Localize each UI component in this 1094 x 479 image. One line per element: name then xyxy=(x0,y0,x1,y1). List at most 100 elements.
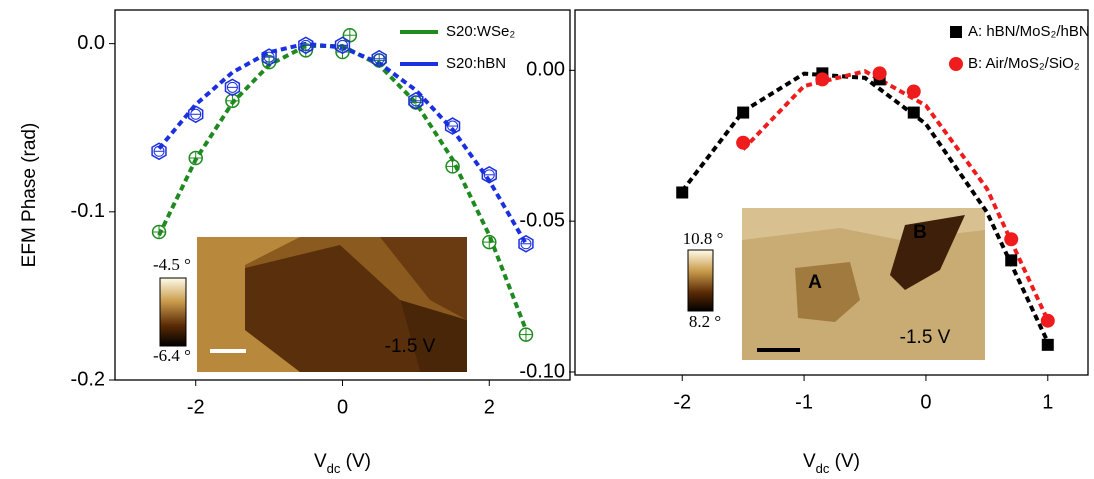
legend-label: S20:hBN xyxy=(446,55,506,72)
legend-label: B: Air/MoS₂/SiO₂ xyxy=(968,55,1080,72)
marker-shape xyxy=(225,93,240,109)
data-point xyxy=(371,49,387,68)
marker-shape xyxy=(224,78,241,97)
data-point xyxy=(298,36,314,55)
fit-line xyxy=(741,69,1050,322)
marker-shape xyxy=(1041,338,1054,351)
marker-shape xyxy=(907,106,920,119)
x-axis-label-part: dc xyxy=(327,461,341,476)
x-axis-label-part: V xyxy=(803,451,816,472)
marker-shape xyxy=(1005,254,1018,267)
y-tick-label: -0.1 xyxy=(71,200,105,222)
x-tick-label: -2 xyxy=(673,391,691,413)
marker-shape xyxy=(444,117,461,135)
y-axis-label: EFM Phase (rad) xyxy=(19,123,40,268)
region-label: B xyxy=(913,222,927,243)
y-tick-label: -0.10 xyxy=(519,360,565,382)
data-point xyxy=(1005,254,1018,267)
data-point xyxy=(151,224,167,240)
data-point xyxy=(736,135,751,150)
y-tick-label: 0.0 xyxy=(77,32,105,54)
marker-shape xyxy=(151,224,167,240)
inset-label: -1.5 V xyxy=(900,327,951,348)
legend-marker xyxy=(949,57,963,71)
plot-frame xyxy=(574,9,1089,376)
x-tick-label: -1 xyxy=(795,391,813,413)
marker-shape xyxy=(676,186,689,199)
x-tick-label: -2 xyxy=(187,396,205,418)
data-point xyxy=(518,327,534,342)
marker-shape xyxy=(872,66,887,81)
data-point xyxy=(444,117,461,135)
fit-line xyxy=(157,41,528,245)
inset-label: -1.5 V xyxy=(385,336,436,357)
marker-shape xyxy=(518,327,534,342)
region-label: A xyxy=(808,272,822,293)
legend-label: A: hBN/MoS₂/hBN xyxy=(968,23,1090,40)
x-axis-label: Vdc (V) xyxy=(314,451,371,476)
data-point xyxy=(445,159,460,174)
marker-shape xyxy=(1040,313,1055,328)
marker-shape xyxy=(188,150,203,166)
data-point xyxy=(482,234,497,250)
data-point xyxy=(815,72,830,87)
marker-shape xyxy=(261,48,277,66)
x-axis-label-part: dc xyxy=(816,461,830,476)
color-bar xyxy=(687,249,714,312)
data-point xyxy=(518,234,534,253)
marker-shape xyxy=(736,135,751,150)
marker-shape xyxy=(188,105,204,124)
marker-shape xyxy=(371,49,387,68)
data-point xyxy=(872,66,887,81)
legend-label: S20:WSe₂ xyxy=(446,23,515,40)
x-axis-label-part: V xyxy=(314,451,327,472)
color-bar-min: 8.2 ° xyxy=(689,312,721,331)
data-point xyxy=(481,165,497,184)
x-axis-label: Vdc (V) xyxy=(803,451,860,476)
x-tick-label: 0 xyxy=(920,391,931,413)
data-point xyxy=(906,84,921,99)
data-point xyxy=(408,91,424,110)
data-point xyxy=(1040,313,1055,328)
marker-shape xyxy=(906,84,921,99)
x-tick-label: 2 xyxy=(484,396,495,418)
data-point xyxy=(224,78,241,97)
marker-shape xyxy=(445,159,460,174)
marker-shape xyxy=(949,57,963,71)
color-bar xyxy=(159,277,187,347)
data-point xyxy=(737,106,750,119)
data-point xyxy=(188,105,204,124)
color-bar-min: -6.4 ° xyxy=(153,346,191,365)
data-point xyxy=(907,106,920,119)
marker-shape xyxy=(481,165,497,184)
color-bar-max: 10.8 ° xyxy=(683,229,724,248)
marker-shape xyxy=(334,36,351,55)
marker-shape xyxy=(151,142,167,161)
color-bar-max: -4.5 ° xyxy=(153,255,191,274)
data-point xyxy=(261,48,277,66)
data-point xyxy=(676,186,689,199)
data-point xyxy=(188,150,203,166)
marker-shape xyxy=(482,234,497,250)
inset-image xyxy=(742,208,985,360)
x-tick-label: 0 xyxy=(337,396,348,418)
x-tick-label: 1 xyxy=(1042,391,1053,413)
legend-marker xyxy=(950,26,962,38)
marker-shape xyxy=(1004,232,1019,247)
y-tick-label: -0.2 xyxy=(71,368,105,390)
marker-shape xyxy=(737,106,750,119)
marker-shape xyxy=(298,36,314,55)
data-point xyxy=(1041,338,1054,351)
inset-image xyxy=(197,237,467,372)
marker-shape xyxy=(950,26,962,38)
data-point xyxy=(225,93,240,109)
marker-shape xyxy=(518,234,534,253)
marker-shape xyxy=(408,91,424,110)
data-point xyxy=(1004,232,1019,247)
data-point xyxy=(334,36,351,55)
y-tick-label: 0.00 xyxy=(526,59,565,81)
marker-shape xyxy=(815,72,830,87)
data-point xyxy=(151,142,167,161)
